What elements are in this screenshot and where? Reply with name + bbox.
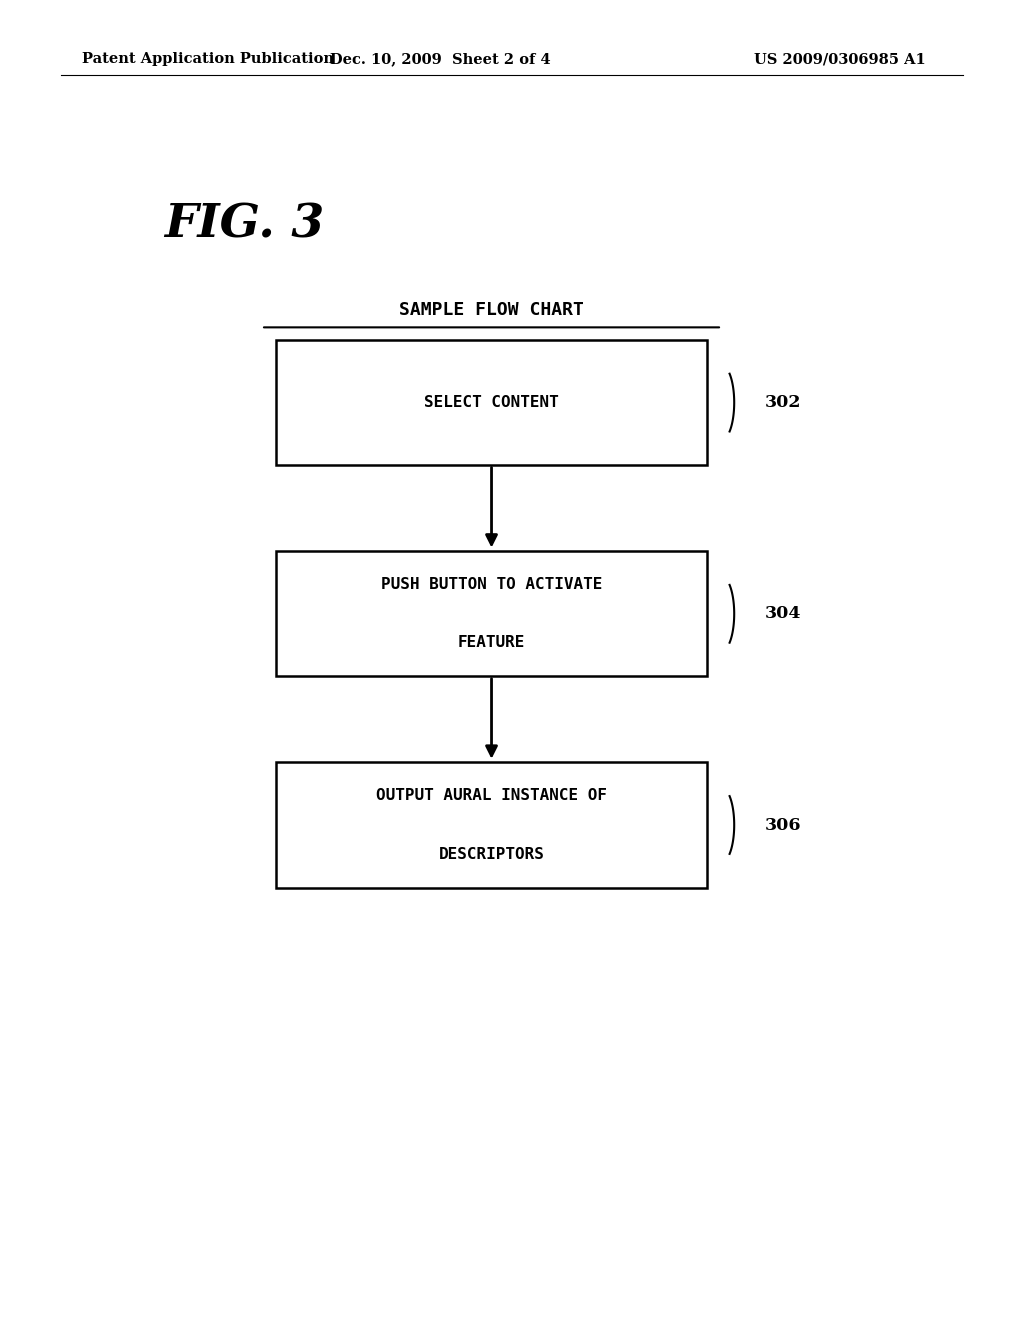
Text: 306: 306 (765, 817, 802, 833)
Text: US 2009/0306985 A1: US 2009/0306985 A1 (754, 53, 926, 66)
Text: SELECT CONTENT: SELECT CONTENT (424, 395, 559, 411)
Text: FIG. 3: FIG. 3 (164, 202, 324, 247)
Text: SAMPLE FLOW CHART: SAMPLE FLOW CHART (399, 301, 584, 319)
Text: Patent Application Publication: Patent Application Publication (82, 53, 334, 66)
Text: FEATURE: FEATURE (458, 635, 525, 651)
Text: DESCRIPTORS: DESCRIPTORS (438, 846, 545, 862)
FancyBboxPatch shape (276, 763, 707, 887)
Text: 302: 302 (765, 395, 802, 411)
Text: Dec. 10, 2009  Sheet 2 of 4: Dec. 10, 2009 Sheet 2 of 4 (330, 53, 551, 66)
Text: OUTPUT AURAL INSTANCE OF: OUTPUT AURAL INSTANCE OF (376, 788, 607, 804)
FancyBboxPatch shape (276, 341, 707, 466)
FancyBboxPatch shape (276, 552, 707, 676)
Text: PUSH BUTTON TO ACTIVATE: PUSH BUTTON TO ACTIVATE (381, 577, 602, 593)
Text: 304: 304 (765, 606, 802, 622)
